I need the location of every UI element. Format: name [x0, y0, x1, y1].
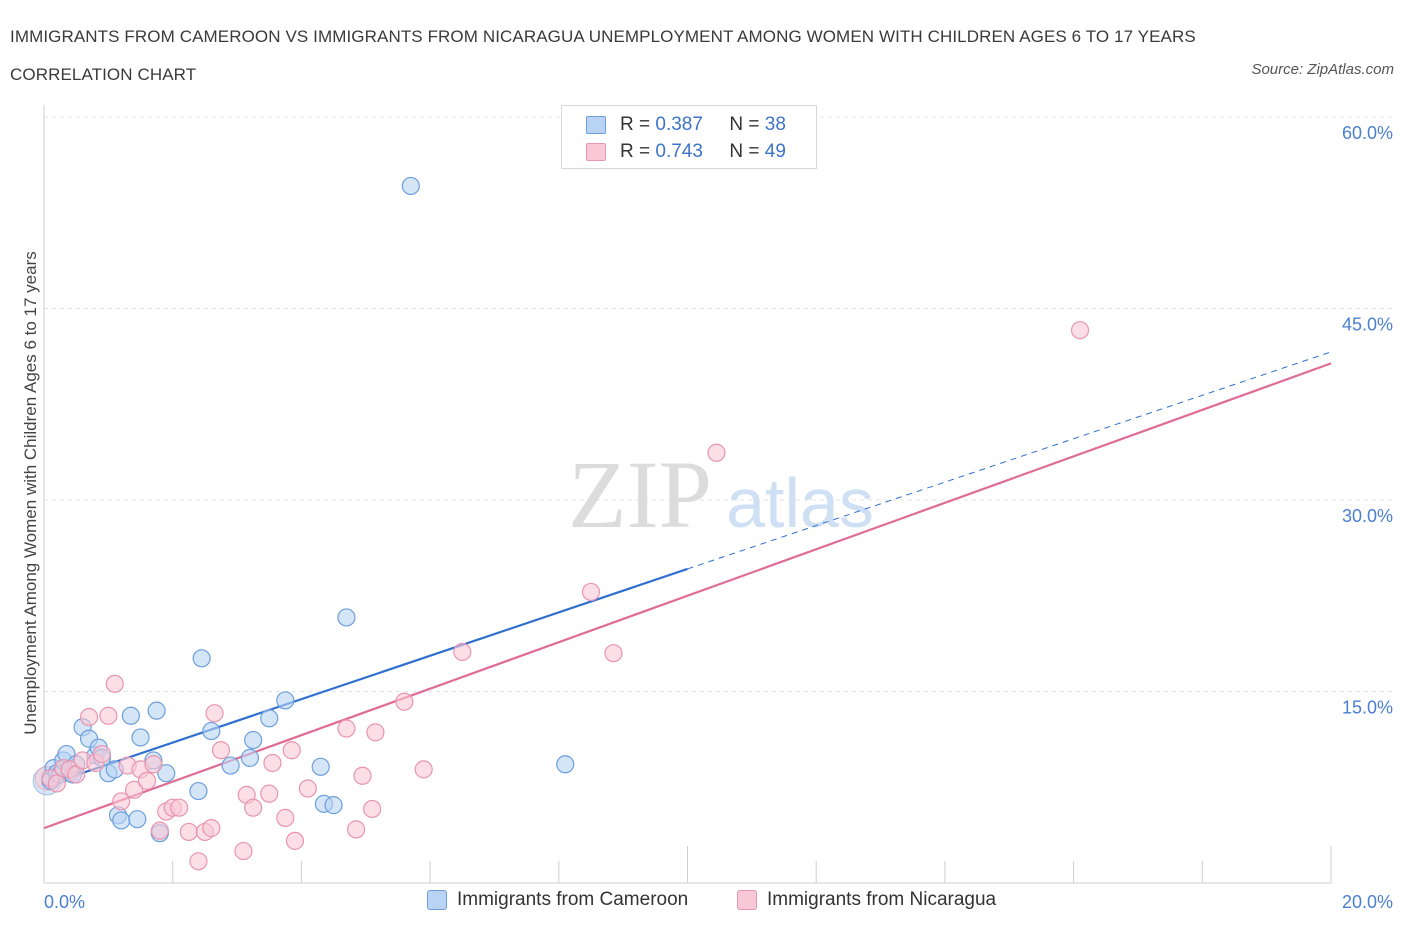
n-value: 38	[764, 114, 786, 135]
cameroon-point	[276, 691, 295, 710]
nicaragua-point	[47, 774, 66, 793]
cameroon-swatch	[427, 890, 447, 910]
x-tick-label: 0.0%	[44, 892, 85, 912]
correlation-legend: R = 0.387 N = 38 R = 0.743 N = 49	[561, 105, 817, 169]
nicaragua-point	[170, 798, 189, 817]
r-value: 0.387	[655, 114, 703, 135]
nicaragua-point	[179, 822, 198, 842]
grid-lines	[44, 116, 1392, 692]
cameroon-swatch	[586, 116, 606, 134]
nicaragua-point	[144, 755, 163, 774]
y-tick-label: 30.0%	[1342, 506, 1393, 526]
nicaragua-point	[150, 821, 169, 840]
scatter-points	[32, 176, 1090, 871]
x-tick-label: 20.0%	[1342, 892, 1393, 912]
y-tick-label: 60.0%	[1342, 123, 1393, 143]
nicaragua-swatch	[586, 143, 606, 161]
nicaragua-point	[137, 771, 157, 790]
nicaragua-point	[99, 706, 118, 725]
cameroon-point	[157, 764, 176, 783]
nicaragua-point	[202, 819, 221, 838]
chart-title: IMMIGRANTS FROM CAMEROON VS IMMIGRANTS F…	[10, 27, 1196, 84]
nicaragua-point	[346, 820, 366, 839]
n-label: N =	[729, 114, 760, 135]
nicaragua-point	[79, 707, 99, 727]
nicaragua-point	[337, 719, 356, 738]
r-value: 0.743	[655, 141, 703, 162]
nicaragua-swatch	[737, 890, 757, 910]
trend-lines	[43, 351, 1332, 830]
nicaragua-point	[453, 642, 472, 662]
cameroon-point	[401, 176, 420, 196]
legend-item-cameroon: Immigrants from Cameroon	[427, 889, 688, 911]
nicaragua-point	[189, 852, 208, 871]
y-tick-label: 45.0%	[1342, 315, 1393, 335]
cameroon-trend-extension	[687, 351, 1332, 570]
cameroon-point	[121, 706, 140, 725]
n-label: N =	[729, 141, 760, 162]
cameroon-point	[221, 756, 240, 775]
series-legend: Immigrants from Cameroon Immigrants from…	[0, 889, 1406, 915]
legend-row-cameroon: R = 0.387 N = 38	[586, 113, 786, 137]
cameroon-trend-line	[43, 567, 688, 788]
nicaragua-point	[112, 792, 131, 811]
r-label: R =	[620, 141, 651, 162]
nicaragua-point	[298, 779, 317, 798]
cameroon-point	[202, 721, 221, 741]
nicaragua-point	[282, 741, 301, 760]
axes	[43, 105, 1332, 884]
nicaragua-point	[707, 443, 726, 462]
cameroon-point	[192, 649, 211, 668]
nicaragua-point	[260, 784, 279, 803]
cameroon-point	[112, 811, 131, 830]
cameroon-point	[311, 757, 330, 776]
nicaragua-point	[414, 760, 433, 779]
nicaragua-point	[263, 753, 282, 773]
y-tick-label: 15.0%	[1342, 698, 1393, 718]
legend-item-nicaragua: Immigrants from Nicaragua	[737, 889, 996, 911]
cameroon-point	[244, 730, 263, 750]
cameroon-point	[128, 810, 147, 829]
cameroon-point	[131, 728, 150, 747]
legend-row-nicaragua: R = 0.743 N = 49	[586, 140, 786, 164]
nicaragua-point	[395, 692, 414, 711]
nicaragua-trend-line	[43, 362, 1332, 830]
cameroon-point	[147, 701, 166, 720]
nicaragua-point	[581, 582, 601, 602]
nicaragua-point	[604, 644, 623, 663]
nicaragua-point	[211, 741, 231, 760]
tick-labels: 15.0% 30.0% 45.0% 60.0% 0.0% 20.0%	[44, 123, 1393, 912]
nicaragua-point	[234, 841, 253, 861]
y-axis-label: Unemployment Among Women with Children A…	[21, 251, 40, 735]
nicaragua-point	[276, 808, 295, 827]
cameroon-point	[337, 608, 356, 627]
nicaragua-point	[105, 674, 124, 693]
r-label: R =	[620, 114, 651, 135]
watermark-atlas: atlas	[726, 464, 874, 542]
cameroon-point	[556, 755, 575, 774]
cameroon-point	[260, 709, 279, 728]
nicaragua-point	[363, 799, 382, 819]
nicaragua-point	[353, 766, 372, 785]
nicaragua-point	[244, 798, 263, 817]
legend-label: Immigrants from Cameroon	[457, 889, 689, 910]
nicaragua-point	[285, 831, 305, 850]
cameroon-point	[240, 748, 260, 767]
nicaragua-point	[205, 704, 224, 723]
nicaragua-point	[92, 744, 112, 764]
cameroon-point	[324, 796, 343, 815]
watermark-zip: ZIP	[568, 441, 712, 548]
nicaragua-point	[124, 780, 144, 799]
n-value: 49	[764, 141, 786, 162]
cameroon-point	[189, 781, 208, 801]
nicaragua-point	[1070, 321, 1090, 340]
nicaragua-point	[366, 723, 385, 742]
legend-label: Immigrants from Nicaragua	[767, 889, 997, 910]
source-credit: Source: ZipAtlas.com	[1251, 61, 1394, 78]
